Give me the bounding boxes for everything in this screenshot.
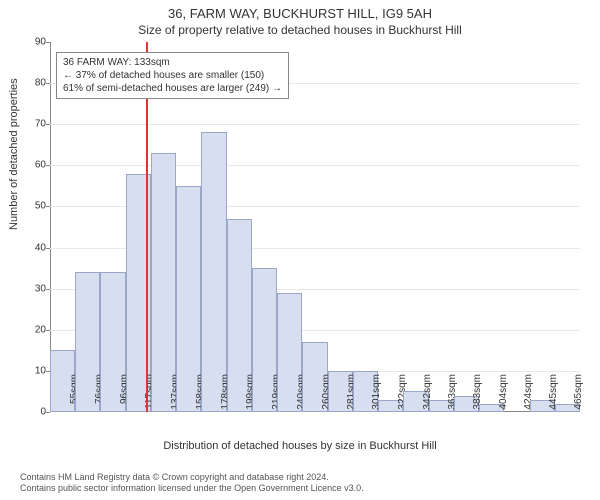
y-tick-label: 30 xyxy=(35,283,50,294)
y-tick-label: 0 xyxy=(40,407,50,418)
y-tick-label: 40 xyxy=(35,242,50,253)
footer-line1: Contains HM Land Registry data © Crown c… xyxy=(20,472,364,483)
histogram-chart: 010203040506070809055sqm76sqm96sqm117sqm… xyxy=(50,42,580,412)
y-tick-label: 60 xyxy=(35,160,50,171)
footer-line2: Contains public sector information licen… xyxy=(20,483,364,494)
grid-line xyxy=(50,124,580,125)
y-axis-label: Number of detached properties xyxy=(8,78,20,230)
title-sub: Size of property relative to detached ho… xyxy=(0,23,600,37)
footer-attribution: Contains HM Land Registry data © Crown c… xyxy=(20,472,364,494)
annotation-line2: ← 37% of detached houses are smaller (15… xyxy=(63,69,282,82)
annotation-box: 36 FARM WAY: 133sqm← 37% of detached hou… xyxy=(56,52,289,99)
x-tick-label: 465sqm xyxy=(571,374,584,416)
x-axis-label: Distribution of detached houses by size … xyxy=(0,440,600,452)
y-tick-label: 70 xyxy=(35,119,50,130)
annotation-line1: 36 FARM WAY: 133sqm xyxy=(63,56,282,69)
y-tick-label: 20 xyxy=(35,324,50,335)
x-tick-label: 404sqm xyxy=(496,374,509,416)
histogram-bar xyxy=(201,132,226,412)
grid-line xyxy=(50,165,580,166)
y-tick-label: 10 xyxy=(35,365,50,376)
annotation-line3: 61% of semi-detached houses are larger (… xyxy=(63,82,282,95)
y-tick-label: 80 xyxy=(35,78,50,89)
y-tick-label: 90 xyxy=(35,37,50,48)
title-main: 36, FARM WAY, BUCKHURST HILL, IG9 5AH xyxy=(0,0,600,21)
y-tick-label: 50 xyxy=(35,201,50,212)
